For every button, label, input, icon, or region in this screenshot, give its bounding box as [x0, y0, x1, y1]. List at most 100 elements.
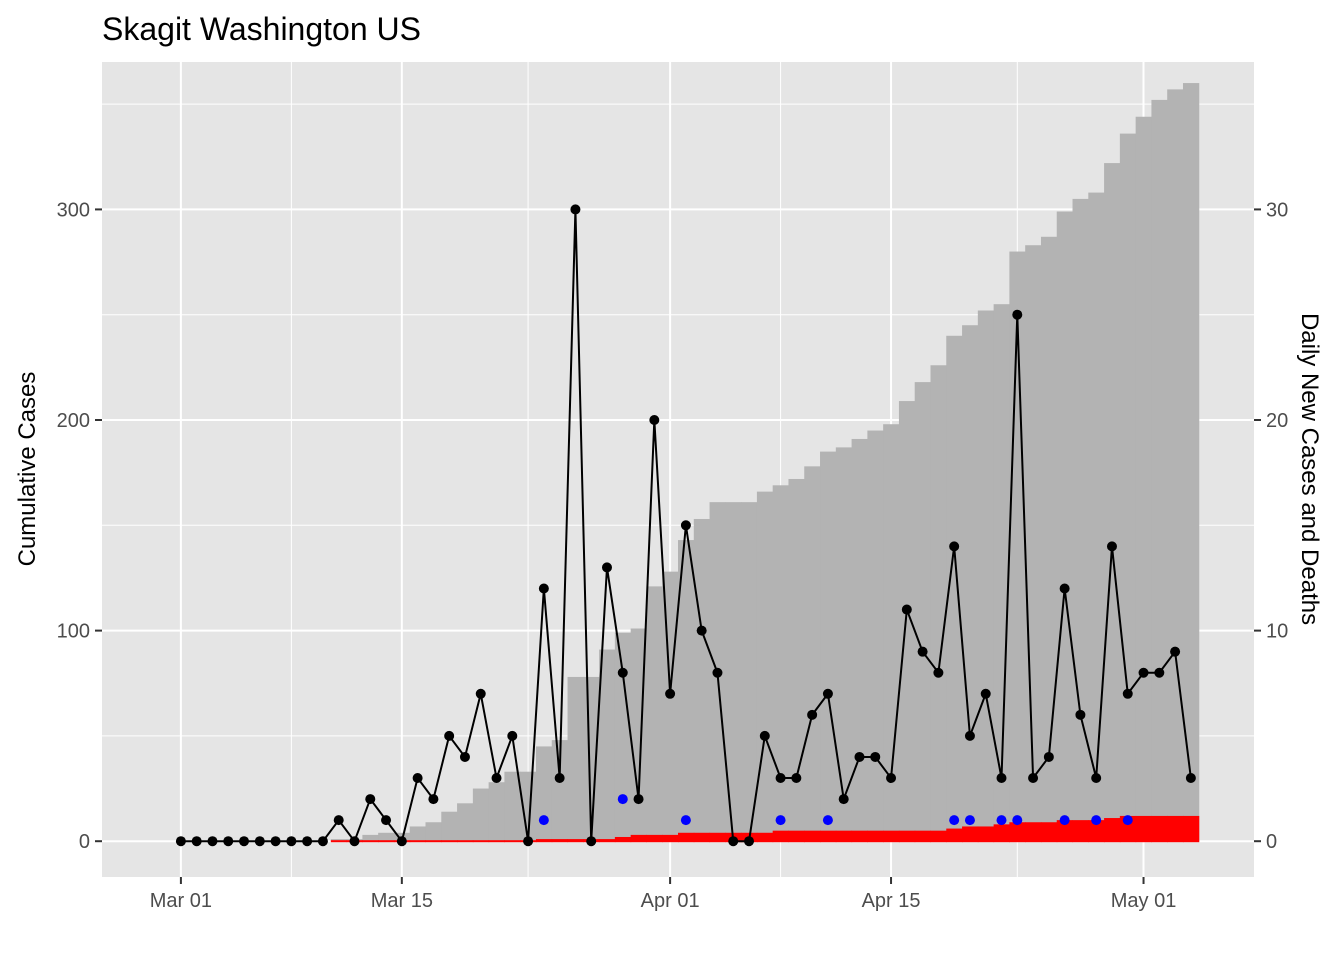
- cases-bar: [1104, 163, 1121, 842]
- daily-deaths-point: [680, 815, 691, 826]
- deaths-bar: [1135, 815, 1152, 843]
- daily-cases-point: [1138, 667, 1149, 678]
- chart-title: Skagit Washington US: [102, 11, 421, 47]
- deaths-bar: [1088, 820, 1105, 843]
- daily-cases-point: [507, 730, 518, 741]
- deaths-bar: [1072, 820, 1089, 843]
- daily-cases-point: [1028, 773, 1039, 784]
- cases-bar: [1088, 192, 1105, 842]
- deaths-bar: [535, 839, 553, 843]
- daily-cases-point: [665, 688, 676, 699]
- cases-bar: [535, 746, 553, 842]
- cases-bar: [441, 811, 458, 842]
- deaths-bar: [551, 839, 569, 843]
- daily-cases-point: [1043, 751, 1054, 762]
- cases-bar: [1135, 116, 1152, 842]
- deaths-bar: [835, 830, 853, 843]
- daily-cases-point: [239, 836, 250, 847]
- cases-bar: [930, 365, 947, 842]
- cases-bar: [425, 822, 442, 842]
- deaths-bar: [425, 840, 442, 843]
- deaths-bar: [362, 840, 379, 843]
- daily-cases-point: [1122, 688, 1133, 699]
- cases-bar: [1182, 83, 1200, 842]
- deaths-bar: [867, 830, 884, 843]
- daily-cases-point: [1106, 541, 1117, 552]
- daily-cases-point: [791, 773, 802, 784]
- deaths-bar: [409, 840, 427, 843]
- daily-cases-point: [175, 836, 186, 847]
- deaths-bar: [330, 840, 348, 843]
- daily-cases-point: [538, 583, 549, 594]
- daily-cases-point: [1075, 709, 1086, 720]
- daily-cases-point: [696, 625, 707, 636]
- deaths-bar: [378, 840, 395, 843]
- x-tick-label: Mar 01: [150, 890, 212, 912]
- deaths-bar: [662, 834, 679, 843]
- daily-cases-point: [1154, 667, 1165, 678]
- daily-cases-point: [570, 204, 581, 215]
- daily-deaths-point: [538, 815, 549, 826]
- cases-bar: [1151, 99, 1168, 842]
- daily-cases-point: [396, 836, 407, 847]
- cases-bar: [977, 310, 995, 842]
- cases-bar: [788, 478, 805, 842]
- deaths-bar: [772, 830, 789, 843]
- cases-bar: [1119, 133, 1137, 842]
- daily-cases-point: [886, 773, 897, 784]
- cases-bar: [362, 834, 379, 842]
- deaths-bar: [756, 832, 774, 843]
- cases-bar: [409, 826, 427, 842]
- deaths-bar: [472, 840, 490, 843]
- y-right-tick-label: 0: [1266, 831, 1277, 853]
- daily-cases-point: [601, 562, 612, 573]
- cases-bar: [1040, 236, 1058, 842]
- daily-cases-point: [933, 667, 944, 678]
- daily-deaths-point: [964, 815, 975, 826]
- deaths-bar: [614, 836, 632, 843]
- daily-cases-point: [728, 836, 739, 847]
- cases-bar: [378, 832, 395, 842]
- deaths-bar: [804, 830, 821, 843]
- daily-cases-point: [680, 520, 691, 531]
- daily-cases-point: [901, 604, 912, 615]
- deaths-bar: [678, 832, 695, 843]
- daily-cases-point: [1185, 773, 1196, 784]
- x-tick-label: Apr 15: [862, 890, 921, 912]
- daily-cases-point: [554, 773, 565, 784]
- daily-cases-point: [302, 836, 313, 847]
- x-tick-label: Apr 01: [641, 890, 700, 912]
- cases-bar: [1025, 245, 1042, 842]
- deaths-bar: [488, 840, 505, 843]
- cases-bar: [741, 502, 758, 842]
- cases-bar: [1056, 211, 1074, 842]
- daily-deaths-point: [1091, 815, 1102, 826]
- daily-cases-point: [649, 415, 660, 426]
- daily-cases-point: [491, 773, 502, 784]
- deaths-bar: [630, 834, 647, 843]
- x-tick-label: Mar 15: [371, 890, 433, 912]
- daily-cases-point: [365, 794, 376, 805]
- cases-bar: [898, 401, 916, 842]
- x-tick-label: May 01: [1111, 890, 1177, 912]
- daily-cases-point: [475, 688, 486, 699]
- cases-bar: [472, 788, 490, 842]
- deaths-bar: [788, 830, 805, 843]
- deaths-bar: [993, 824, 1010, 843]
- y-right-tick-label: 20: [1266, 410, 1288, 432]
- cases-bar: [646, 586, 663, 842]
- daily-cases-point: [744, 836, 755, 847]
- cases-bar: [962, 325, 979, 842]
- cases-bar: [1167, 89, 1184, 842]
- deaths-bar: [851, 830, 868, 843]
- cases-bar: [693, 518, 711, 842]
- daily-deaths-point: [949, 815, 960, 826]
- daily-cases-point: [807, 709, 818, 720]
- daily-cases-point: [444, 730, 455, 741]
- deaths-bar: [709, 832, 726, 843]
- cases-bar: [488, 782, 505, 842]
- y-axis-right-title: Daily New Cases and Deaths: [1296, 313, 1323, 625]
- deaths-bar: [962, 826, 979, 843]
- deaths-bar: [441, 840, 458, 843]
